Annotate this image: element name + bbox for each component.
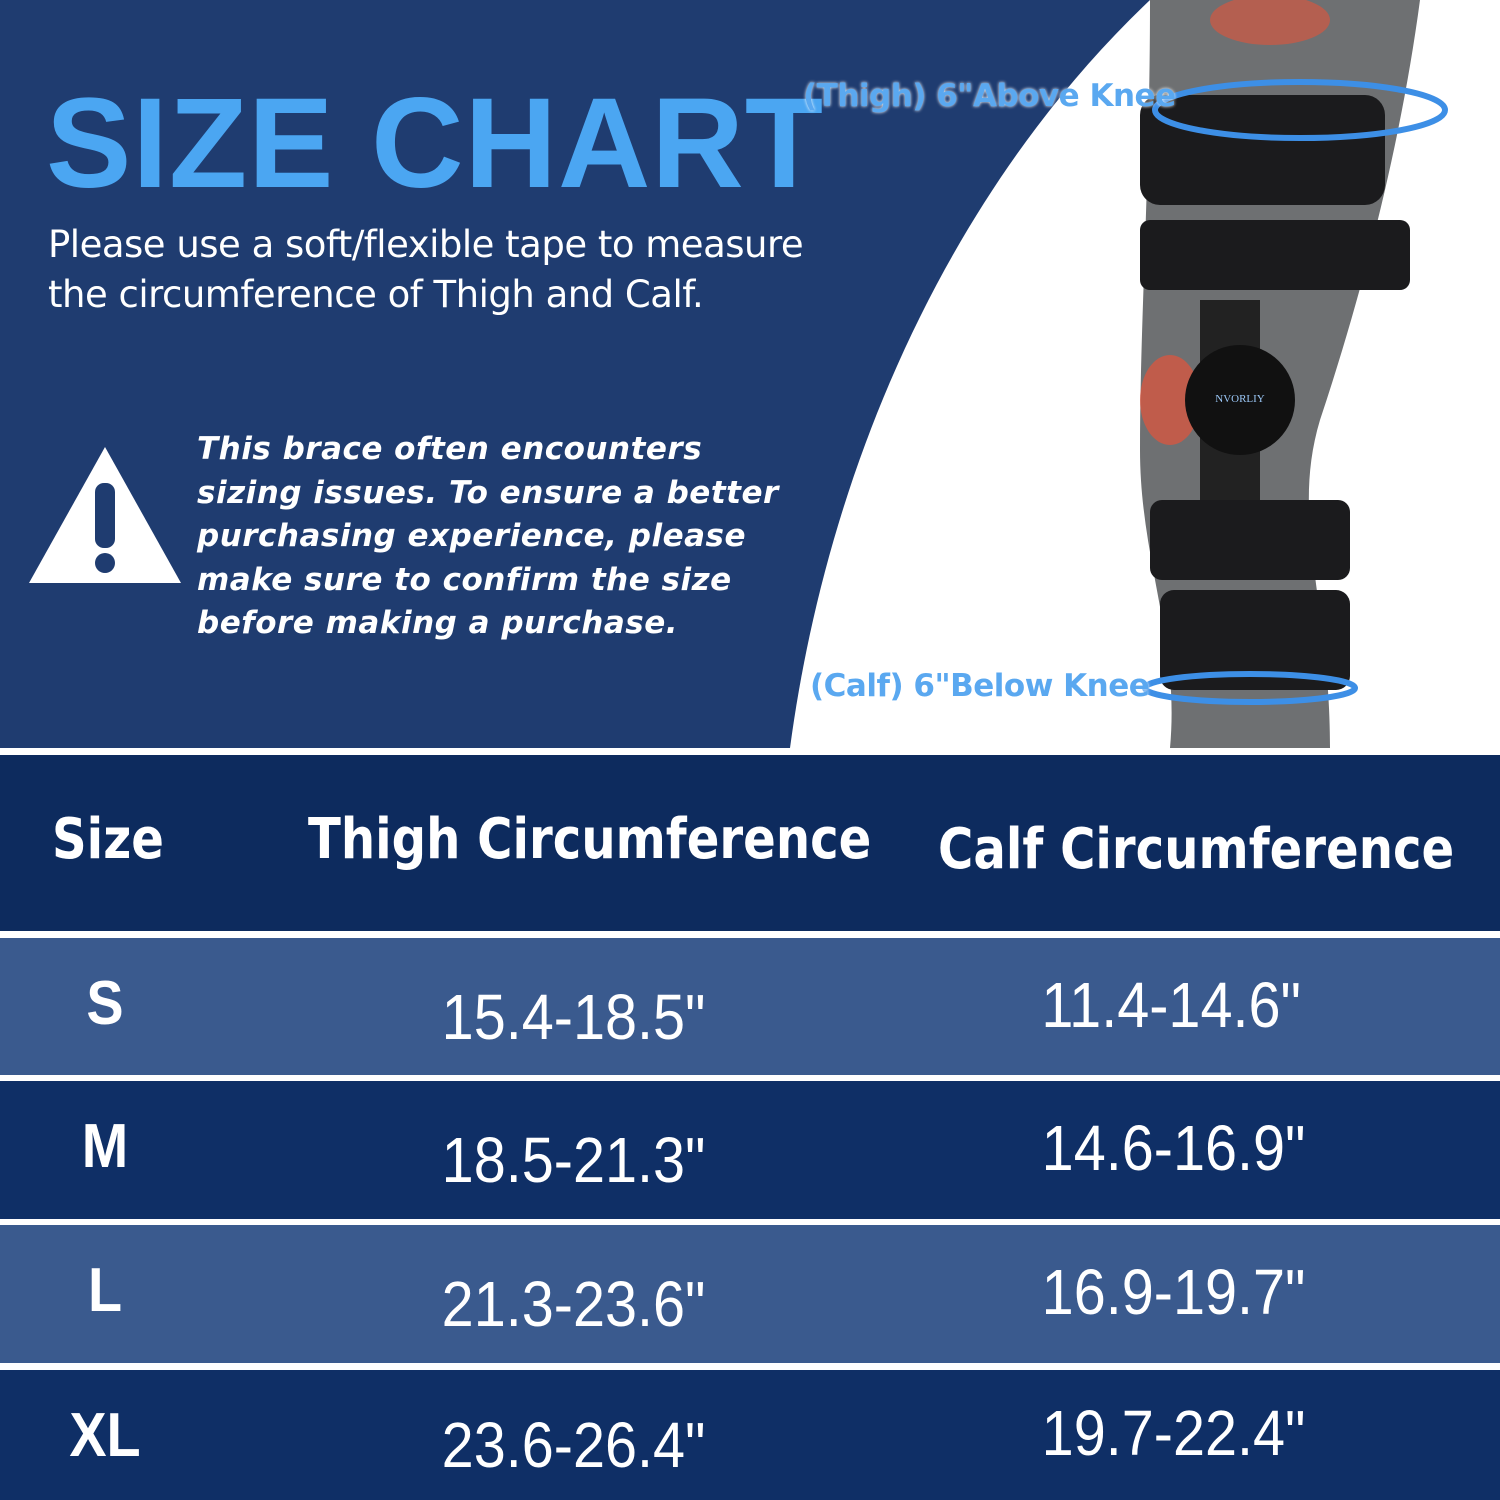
calf-cell: 14.6-16.9" xyxy=(1041,1112,1306,1184)
size-cell: L xyxy=(87,1256,123,1325)
thigh-cell: 15.4-18.5" xyxy=(441,981,706,1053)
subtitle-line: Please use a soft/flexible tape to measu… xyxy=(48,223,804,266)
knee-brace-illustration: NVORLIY xyxy=(790,0,1500,748)
calf-cell: 19.7-22.4" xyxy=(1041,1397,1306,1469)
thigh-measure-label: (Thigh) 6"Above Knee xyxy=(803,78,1176,114)
warning-line: make sure to confirm the size xyxy=(197,561,732,598)
page-title: SIZE CHART xyxy=(46,72,824,215)
calf-cell: 11.4-14.6" xyxy=(1041,969,1301,1041)
warning-line: purchasing experience, please xyxy=(197,518,746,554)
thigh-cell: 23.6-26.4" xyxy=(441,1409,706,1481)
table-row: L 21.3-23.6" 16.9-19.7" xyxy=(0,1225,1500,1363)
column-header-thigh: Thigh Circumference xyxy=(308,807,872,872)
brand-logo: NVORLIY xyxy=(1215,393,1265,405)
size-cell: XL xyxy=(69,1401,141,1470)
table-header: Size Thigh Circumference Calf Circumfere… xyxy=(0,755,1500,931)
calf-measure-label: (Calf) 6"Below Knee xyxy=(810,668,1150,704)
size-cell: M xyxy=(81,1112,129,1181)
warning-line: sizing issues. To ensure a better xyxy=(197,474,779,511)
table-row: S 15.4-18.5" 11.4-14.6" xyxy=(0,938,1500,1075)
subtitle: Please use a soft/flexible tape to measu… xyxy=(48,220,804,320)
thigh-cell: 18.5-21.3" xyxy=(441,1124,706,1196)
size-cell: S xyxy=(86,969,124,1038)
warning-line: This brace often encounters xyxy=(197,431,703,467)
warning-line: before making a purchase. xyxy=(197,605,678,641)
calf-cell: 16.9-19.7" xyxy=(1041,1256,1306,1328)
hero-section: NVORLIY SIZE CHART Please use a soft/fle… xyxy=(0,0,1500,748)
thigh-cell: 21.3-23.6" xyxy=(441,1268,706,1340)
warning-triangle-icon xyxy=(29,447,181,583)
column-header-calf: Calf Circumference xyxy=(938,817,1455,882)
column-header-size: Size xyxy=(52,807,164,872)
table-row: XL 23.6-26.4" 19.7-22.4" xyxy=(0,1370,1500,1500)
subtitle-line: the circumference of Thigh and Calf. xyxy=(48,273,704,316)
table-row: M 18.5-21.3" 14.6-16.9" xyxy=(0,1081,1500,1219)
size-table: Size Thigh Circumference Calf Circumfere… xyxy=(0,748,1500,1500)
sizing-warning: This brace often encounters sizing issue… xyxy=(197,428,779,646)
